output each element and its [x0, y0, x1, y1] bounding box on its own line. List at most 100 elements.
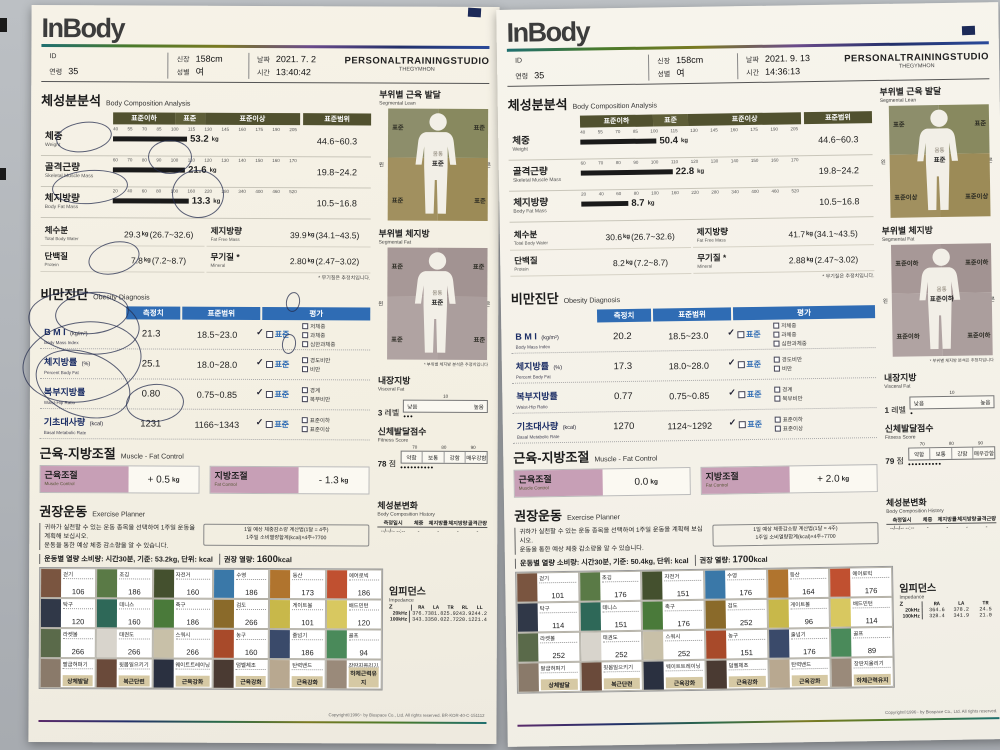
normal-range: 18.5~23.0 — [196, 329, 238, 340]
col-eval: 평가 — [262, 306, 371, 321]
tick: 190 — [770, 126, 778, 132]
tick: 100 — [650, 159, 659, 165]
range: (7.2~8.7) — [151, 255, 187, 266]
exercise-kcal: 89 — [867, 646, 877, 656]
row-label-en: Waist-Hip Ratio — [43, 400, 75, 406]
cell-label: 단백질 Protein — [40, 248, 112, 271]
history-col: 측정일시 — [892, 517, 912, 524]
exercise-name: 조깅 — [601, 573, 639, 583]
exercise-photo — [831, 658, 853, 688]
main-column: 체성분분석 Body Composition Analysis 표준이하 표준 … — [508, 85, 878, 498]
check-option-label: 비만 — [781, 366, 793, 373]
cell-label: 제지방량 Fat Free Mass — [207, 223, 279, 246]
exercise-kcal: 186 — [186, 618, 200, 628]
check-option-label: 저체중 — [781, 322, 797, 330]
checkbox-icon — [773, 356, 780, 363]
bar-unit: kg — [647, 200, 655, 207]
upper-content: 체성분분석 Body Composition Analysis 표준이하 표준 … — [508, 83, 996, 498]
trunk-status: 몸통 표준 — [889, 146, 989, 166]
exercise-photo — [769, 659, 790, 689]
body-composition-history: 체성분변화 Body Composition History 측정일시 체중 체지방… — [369, 498, 488, 566]
exercise-kcal: 176 — [739, 588, 753, 598]
row-label-kr: 체지방률 — [44, 357, 78, 368]
exercise-photo — [97, 569, 118, 598]
seg-lean-title: 부위별 근육 발달 — [379, 89, 441, 100]
left-side-label: 왼 — [378, 162, 384, 169]
impedance-title: 임피던스 — [899, 583, 937, 596]
bar-line: 13.3 kg — [112, 195, 303, 207]
tick: 115 — [187, 126, 196, 132]
check-options: 표준이하 표준이상 — [301, 410, 370, 439]
label-kr: 근육조절 — [44, 470, 78, 481]
studio-subname: THEGYMHON — [399, 66, 435, 73]
visceral-level: 3 레벨 — [377, 408, 400, 418]
cell-label-en: Mineral — [697, 263, 713, 269]
row-unit: (kcal) — [89, 421, 104, 428]
eval-label: 표준 — [274, 420, 290, 430]
exercise-kcal: 176 — [803, 647, 816, 657]
fitness-dots: ●●●●●●●●●● — [907, 461, 942, 467]
exercise-cell: 축구 186 — [152, 598, 214, 630]
bottom-rainbow-line — [517, 717, 1000, 727]
exercise-cell: 스쿼시 266 — [152, 628, 214, 660]
time-label: 시간 — [256, 69, 270, 78]
exercise-cell: 조깅 176 — [578, 571, 642, 603]
check-option: 경계 — [301, 386, 370, 395]
cell-label-en: Total Body Water — [44, 236, 79, 242]
tick: 120 — [690, 158, 699, 164]
exercise-name: 탁구 — [62, 600, 94, 610]
visceral-title: 내장지방 — [377, 375, 411, 386]
tick: 40 — [580, 129, 586, 135]
cell-label-en: Protein — [514, 266, 529, 272]
check-options: 경계 복부비만 — [301, 380, 370, 409]
history-value: - — [965, 524, 968, 531]
segmental-lean: 부위별 근육 발달 Segmental Lean 왼 오른 표준 표준 표준 표… — [378, 88, 491, 221]
exercise-photo — [581, 662, 602, 692]
checkbox-icon — [301, 417, 308, 424]
exercise-photo — [705, 570, 726, 600]
row-label-kr: 체지방률 — [515, 361, 550, 372]
exercise-photo — [40, 599, 62, 628]
tick: 220 — [204, 188, 213, 194]
section-title: 권장운동 — [514, 508, 563, 524]
bar-line: 22.8 kg — [580, 164, 805, 179]
check-option-label: 경계 — [309, 388, 321, 395]
history-value: - — [985, 524, 988, 531]
fitness-score-value: 79 점 — [885, 456, 904, 466]
history-col: 골격근량 — [976, 516, 997, 523]
history-value: - — [476, 528, 479, 535]
history-col: 체중 — [413, 520, 424, 527]
height-sex-segment: 신장 158cm 성별 여 — [167, 52, 249, 79]
check-options: 경도비만 비만 — [773, 348, 876, 379]
exercise-cell: 탁구 114 — [516, 602, 580, 634]
exercise-cell: 검도 252 — [704, 599, 768, 631]
left-leg-status: 표준 — [391, 197, 404, 205]
fitness-grade-label: 보통 — [422, 451, 445, 463]
bar-value: 21.6 — [188, 164, 207, 176]
exercise-kcal: 근육강화 — [235, 676, 267, 688]
impedance-value: 350.0 — [427, 617, 444, 624]
exercise-name: 검도 — [236, 601, 267, 611]
section-subtitle: Obesity Diagnosis — [93, 294, 150, 302]
exercise-photo — [642, 601, 664, 631]
history-col: 측정일시 — [383, 520, 403, 527]
exercise-name: 배드민턴 — [348, 601, 379, 611]
section-title: 체성분분석 — [41, 93, 102, 109]
range: (26.7~32.6) — [149, 228, 194, 240]
row-label-en: Weight — [512, 146, 528, 153]
side-column: 부위별 근육 발달 Segmental Lean 왼 오른 표준 표준 표준이상… — [871, 83, 996, 492]
value: 2.88 — [788, 254, 806, 265]
exercise-kcal: 복근단련 — [603, 678, 641, 690]
evaluation: ✓ 표준 — [256, 350, 302, 379]
value: 8.2 — [612, 257, 625, 268]
section-subtitle: Exercise Planner — [567, 514, 621, 522]
tick: 60 — [141, 188, 147, 194]
obesity-rows: B M I (kg/m²) Body Mass Index 20.2 18.5~… — [511, 318, 878, 444]
tick: 520 — [791, 188, 800, 194]
body-comp-scale-band: 표준이하 표준 표준이상 표준범위 — [41, 112, 372, 126]
tick: 140 — [730, 158, 739, 164]
age-value: 35 — [534, 70, 545, 81]
scale-tick: 80 — [948, 440, 954, 446]
patient-header: ID 연령 35 신장 158cm 성별 여 날짜 2021. 9. 13 시간 14:3… — [506, 47, 990, 87]
exercise-photo — [767, 569, 789, 599]
